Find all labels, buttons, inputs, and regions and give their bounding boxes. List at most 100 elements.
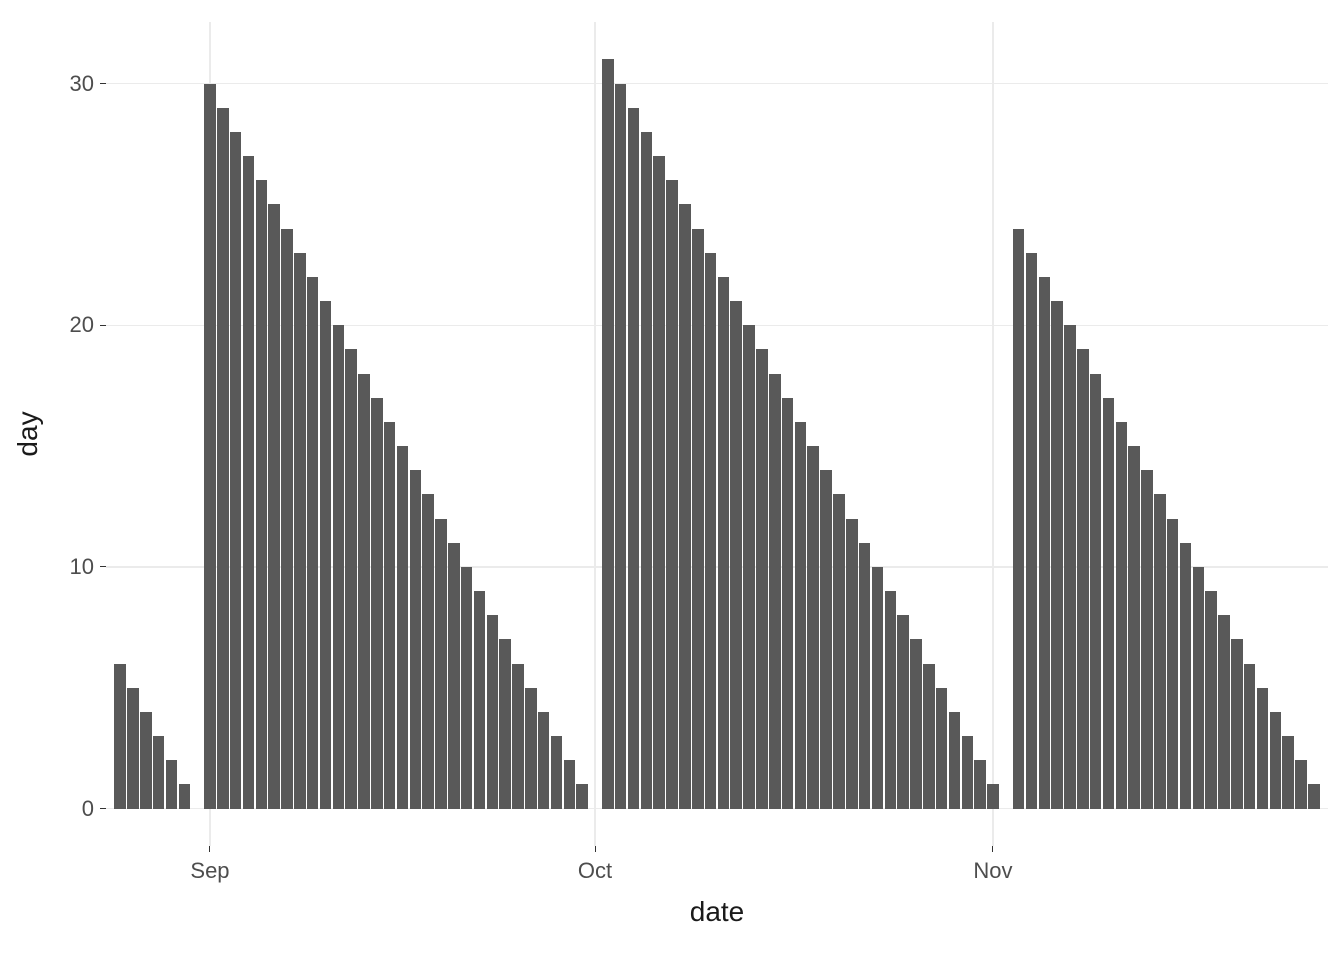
bar [1128, 446, 1140, 808]
bar [1051, 301, 1063, 808]
bar [435, 519, 447, 809]
bar [641, 132, 653, 809]
bar [718, 277, 730, 809]
bar [923, 664, 935, 809]
bar [653, 156, 665, 808]
bar [461, 567, 473, 809]
bar [230, 132, 242, 809]
bar [499, 639, 511, 808]
bar [551, 736, 563, 808]
bar [782, 398, 794, 809]
bar [615, 84, 627, 809]
bar [936, 688, 948, 809]
x-tick-label: Sep [190, 860, 229, 882]
y-tick-label: 20 [70, 314, 94, 336]
bar [204, 84, 216, 809]
bar [358, 374, 370, 809]
bar [1270, 712, 1282, 809]
y-tick-label: 10 [70, 556, 94, 578]
bar [795, 422, 807, 809]
bar [1231, 639, 1243, 808]
bar [333, 325, 345, 808]
bar [1116, 422, 1128, 809]
bar [1039, 277, 1051, 809]
bar [833, 494, 845, 808]
bar [1103, 398, 1115, 809]
bar [679, 204, 691, 808]
bar [1257, 688, 1269, 809]
bar [345, 349, 357, 808]
bar [307, 277, 319, 809]
bar [294, 253, 306, 809]
bar [1064, 325, 1076, 808]
bar [1167, 519, 1179, 809]
bar [602, 59, 614, 808]
bar [1077, 349, 1089, 808]
bar [705, 253, 717, 809]
bar [153, 736, 165, 808]
bar [730, 301, 742, 808]
bar [576, 784, 588, 808]
bar [487, 615, 499, 808]
y-axis-title: day [14, 411, 42, 456]
bar [628, 108, 640, 809]
bar [384, 422, 396, 809]
bar [769, 374, 781, 809]
bar [114, 664, 126, 809]
bar [1026, 253, 1038, 809]
chart-container: 0 10 20 30 Sep Oct Nov date day [0, 0, 1344, 960]
bar [268, 204, 280, 808]
bar [474, 591, 486, 808]
bar [1218, 615, 1230, 808]
bar [1308, 784, 1320, 808]
bar [987, 784, 999, 808]
bar [949, 712, 961, 809]
bar [1193, 567, 1205, 809]
bar [422, 494, 434, 808]
bar [397, 446, 409, 808]
bar [1090, 374, 1102, 809]
bar [179, 784, 191, 808]
bar [885, 591, 897, 808]
x-tick-label: Nov [973, 860, 1012, 882]
bar [371, 398, 383, 809]
bar [320, 301, 332, 808]
bar [525, 688, 537, 809]
bar [756, 349, 768, 808]
bar [1244, 664, 1256, 809]
bar [127, 688, 139, 809]
x-axis-title: date [690, 898, 745, 926]
bar [962, 736, 974, 808]
y-tick-label: 30 [70, 73, 94, 95]
plot-panel [106, 22, 1328, 846]
bar [743, 325, 755, 808]
bar [538, 712, 550, 809]
bar [1154, 494, 1166, 808]
bar [872, 567, 884, 809]
bar [974, 760, 986, 808]
bar [410, 470, 422, 808]
bar-series [106, 22, 1328, 846]
y-tick-label: 0 [82, 798, 94, 820]
bar [564, 760, 576, 808]
bar [807, 446, 819, 808]
bar [1013, 229, 1025, 809]
bar [217, 108, 229, 809]
bar [1205, 591, 1217, 808]
bar [166, 760, 178, 808]
bar [910, 639, 922, 808]
bar [846, 519, 858, 809]
bar [1141, 470, 1153, 808]
bar [243, 156, 255, 808]
bar [692, 229, 704, 809]
bar [666, 180, 678, 808]
bar [1295, 760, 1307, 808]
bar [256, 180, 268, 808]
bar [448, 543, 460, 809]
bar [140, 712, 152, 809]
x-tick-label: Oct [578, 860, 612, 882]
bar [512, 664, 524, 809]
bar [820, 470, 832, 808]
bar [1282, 736, 1294, 808]
bar [1180, 543, 1192, 809]
